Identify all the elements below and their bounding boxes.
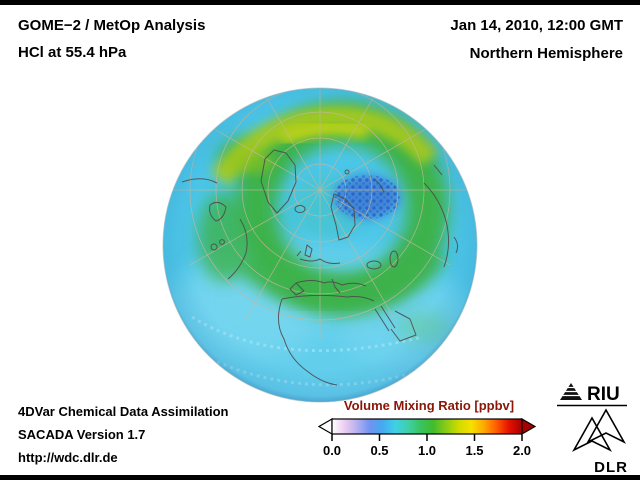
colorbar	[318, 418, 537, 441]
colorbar-tick-label: 0.5	[370, 443, 389, 458]
colorbar-gradient	[331, 418, 523, 435]
datetime-label: Jan 14, 2010, 12:00 GMT	[450, 17, 623, 34]
globe-map	[162, 87, 478, 403]
limb-shading	[163, 88, 477, 402]
colorbar-right-arrow	[521, 418, 537, 436]
header-left: GOME−2 / MetOp Analysis HCl at 55.4 hPa	[18, 12, 205, 66]
analysis-level-title: HCl at 55.4 hPa	[18, 44, 127, 61]
colorbar-left-arrow	[318, 418, 333, 436]
globe-outline	[162, 87, 478, 403]
dlr-logo: DLR	[570, 408, 628, 476]
globe-svg	[162, 87, 478, 403]
footer-credit-line2: SACADA Version 1.7	[18, 427, 146, 442]
colorbar-tick-label: 0.0	[322, 443, 342, 458]
dlr-emblem-icon	[572, 408, 626, 452]
riu-logo: RIU	[557, 380, 627, 412]
footer-credits: 4DVar Chemical Data Assimilation SACADA …	[18, 400, 229, 469]
dlr-label: DLR	[594, 459, 628, 476]
footer-credit-line3: http://wdc.dlr.de	[18, 450, 118, 465]
colorbar-tick-label: 2.0	[512, 443, 532, 458]
header-right: Jan 14, 2010, 12:00 GMT Northern Hemisph…	[450, 12, 623, 68]
colorbar-block: Volume Mixing Ratio [ppbv] 0.0 0.5 1.0 1…	[318, 398, 540, 459]
colorbar-ticks	[331, 434, 523, 441]
top-border-bar	[0, 0, 640, 5]
analysis-product-title: GOME−2 / MetOp Analysis	[18, 17, 206, 34]
colorbar-title: Volume Mixing Ratio [ppbv]	[343, 398, 515, 413]
bottom-border-bar	[0, 475, 640, 480]
riu-glyph-icon	[560, 383, 582, 400]
colorbar-tick-label: 1.0	[417, 443, 437, 458]
hemisphere-label: Northern Hemisphere	[469, 45, 623, 62]
colorbar-tick-labels: 0.0 0.5 1.0 1.5 2.0	[323, 443, 531, 459]
riu-logo-svg: RIU	[557, 383, 627, 407]
footer-credit-line1: 4DVar Chemical Data Assimilation	[18, 404, 229, 419]
riu-label: RIU	[587, 384, 620, 405]
colorbar-tick-label: 1.5	[465, 443, 484, 458]
